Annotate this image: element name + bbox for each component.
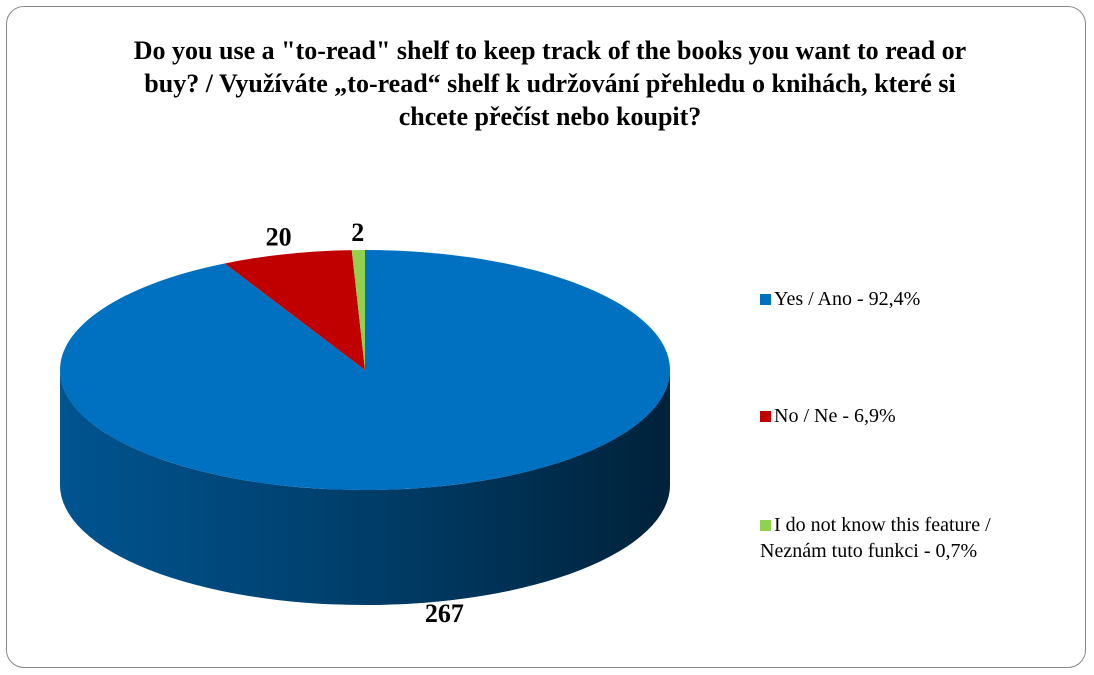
data-label: 267 bbox=[425, 599, 464, 628]
legend-swatch bbox=[760, 411, 771, 422]
legend-item: No / Ne - 6,9% bbox=[760, 403, 1060, 429]
legend-label: No / Ne - 6,9% bbox=[774, 405, 896, 427]
legend-item: Yes / Ano - 92,4% bbox=[760, 286, 1060, 312]
chart-title: Do you use a "to-read" shelf to keep tra… bbox=[133, 36, 967, 131]
legend-swatch bbox=[760, 520, 771, 531]
legend-swatch bbox=[760, 294, 771, 305]
legend-label: Yes / Ano - 92,4% bbox=[774, 288, 921, 310]
side-shade bbox=[60, 370, 670, 605]
data-label: 2 bbox=[351, 218, 364, 247]
data-label: 20 bbox=[266, 223, 292, 252]
slice bbox=[351, 250, 365, 370]
chart-frame bbox=[6, 6, 1086, 668]
slice bbox=[59, 250, 671, 490]
legend-item: I do not know this feature / Neznám tuto… bbox=[760, 512, 1060, 564]
legend-label: I do not know this feature / Neznám tuto… bbox=[760, 514, 991, 562]
slice bbox=[224, 250, 365, 370]
